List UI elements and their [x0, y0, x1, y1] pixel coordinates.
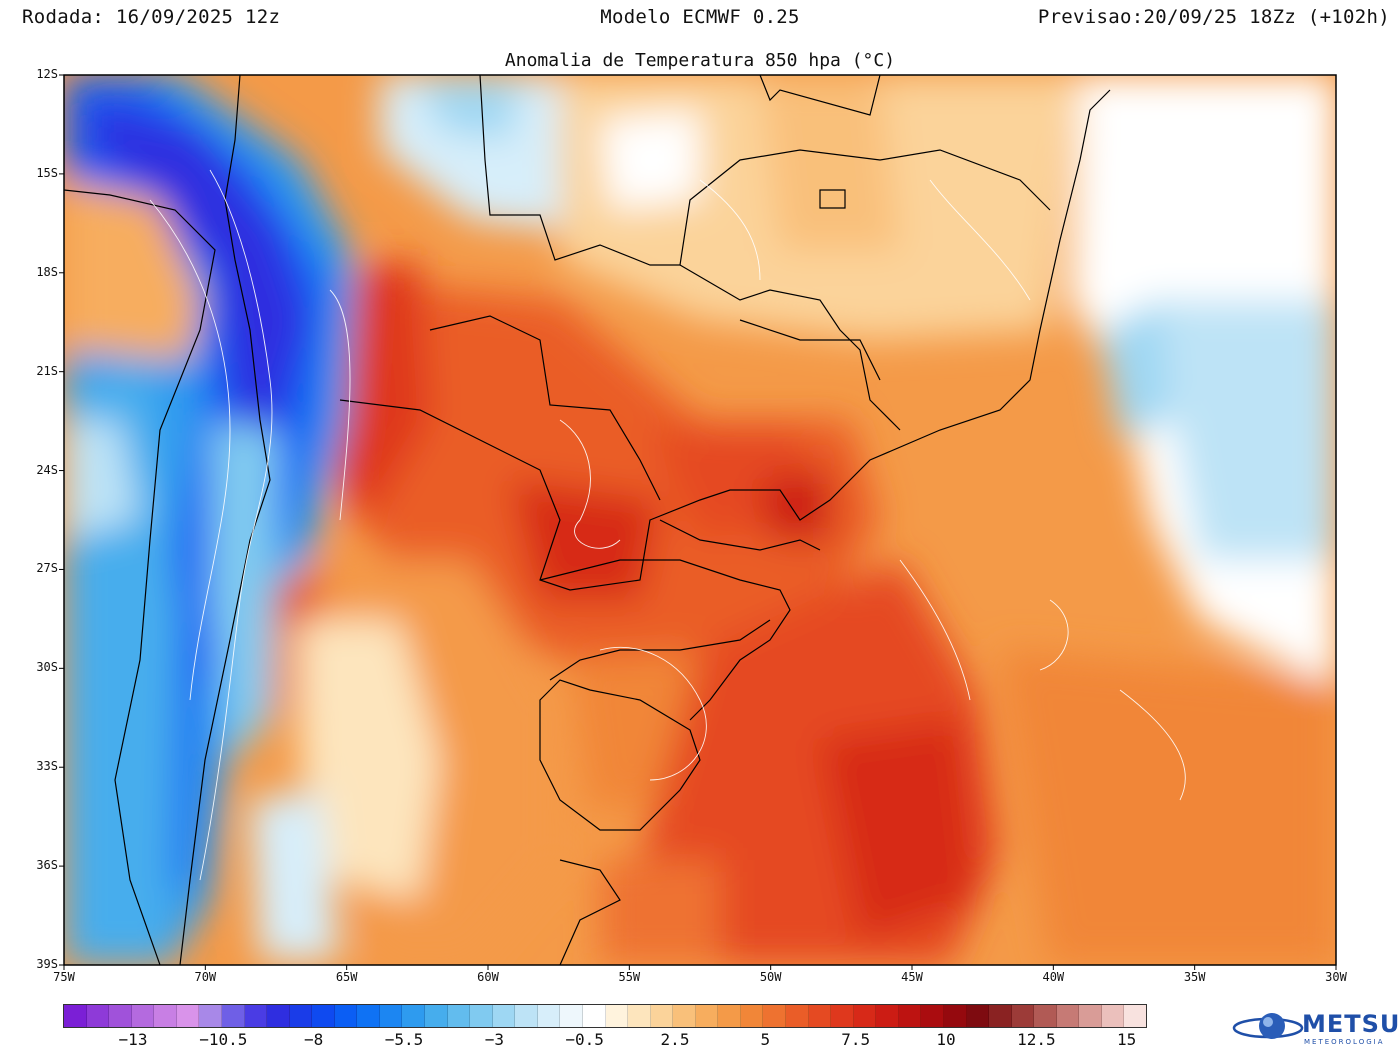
- colorbar: [63, 1004, 1147, 1028]
- colorbar-swatch: [515, 1005, 538, 1027]
- colorbar-swatch: [1056, 1005, 1080, 1027]
- colorbar-swatch: [312, 1005, 335, 1027]
- colorbar-label: 15: [1117, 1030, 1137, 1049]
- colorbar-label: −3: [484, 1030, 504, 1049]
- longitude-label: 75W: [53, 970, 75, 984]
- latitude-label: 21S: [36, 363, 58, 378]
- map-title: Anomalia de Temperatura 850 hpa (°C): [504, 50, 896, 71]
- colorbar-swatch: [64, 1005, 87, 1027]
- map-frame: [63, 74, 1337, 966]
- colorbar-label: −8: [304, 1030, 324, 1049]
- forecast-label: Previsao:20/09/25 18Zz (+102h): [1037, 6, 1390, 28]
- colorbar-swatch: [447, 1005, 471, 1027]
- colorbar-label: −10.5: [199, 1030, 248, 1049]
- longitude-label: 70W: [194, 970, 217, 984]
- latitude-label: 27S: [36, 561, 58, 576]
- longitude-label: 60W: [477, 970, 499, 984]
- colorbar-swatch: [921, 1005, 944, 1027]
- colorbar-swatch: [1011, 1005, 1035, 1027]
- colorbar-swatch: [537, 1005, 561, 1027]
- colorbar-swatch: [650, 1005, 674, 1027]
- anomaly-field: [64, 75, 1336, 965]
- colorbar-label: 7.5: [841, 1030, 871, 1049]
- metsul-logo: [1232, 1013, 1304, 1039]
- longitude-label: 45W: [901, 970, 923, 984]
- colorbar-swatch: [695, 1005, 719, 1027]
- colorbar-swatch: [1124, 1005, 1146, 1027]
- colorbar-swatch: [176, 1005, 200, 1027]
- colorbar-swatch: [221, 1005, 245, 1027]
- colorbar-swatch: [898, 1005, 922, 1027]
- colorbar-label: 12.5: [1017, 1030, 1056, 1049]
- colorbar-swatch: [289, 1005, 313, 1027]
- latitude-label: 12S: [36, 67, 58, 81]
- colorbar-swatch: [582, 1005, 606, 1027]
- logo-name: METSUL: [1302, 1010, 1400, 1038]
- colorbar-swatch: [154, 1005, 177, 1027]
- colorbar-swatch: [808, 1005, 832, 1027]
- colorbar-swatch: [109, 1005, 132, 1027]
- colorbar-swatch: [1079, 1005, 1102, 1027]
- longitude-label: 30W: [1325, 970, 1347, 984]
- colorbar-swatch: [1101, 1005, 1125, 1027]
- colorbar-swatch: [943, 1005, 967, 1027]
- colorbar-swatch: [470, 1005, 493, 1027]
- political-borders: [64, 75, 1111, 965]
- latitude-label: 39S: [36, 957, 58, 971]
- colorbar-swatch: [763, 1005, 786, 1027]
- longitude-label: 55W: [618, 970, 641, 984]
- colorbar-swatch: [244, 1005, 268, 1027]
- latitude-label: 30S: [36, 660, 58, 675]
- colorbar-swatch: [966, 1005, 990, 1027]
- colorbar-swatch: [199, 1005, 222, 1027]
- colorbar-swatch: [492, 1005, 516, 1027]
- run-label: Rodada: 16/09/2025 12z: [22, 6, 281, 28]
- anomaly-contours: [149, 169, 1186, 881]
- colorbar-swatch: [425, 1005, 448, 1027]
- colorbar-swatch: [718, 1005, 741, 1027]
- colorbar-swatch: [357, 1005, 380, 1027]
- colorbar-swatch: [267, 1005, 290, 1027]
- colorbar-swatch: [628, 1005, 651, 1027]
- latitude-label: 36S: [36, 858, 58, 873]
- model-label: Modelo ECMWF 0.25: [600, 6, 800, 28]
- colorbar-swatch: [560, 1005, 583, 1027]
- colorbar-swatch: [876, 1005, 899, 1027]
- colorbar-label: −13: [118, 1030, 148, 1049]
- colorbar-swatch: [131, 1005, 155, 1027]
- logo-subtitle: METEOROLOGIA: [1304, 1038, 1385, 1046]
- latitude-label: 33S: [36, 759, 58, 774]
- colorbar-swatch: [1034, 1005, 1057, 1027]
- colorbar-label: −5.5: [384, 1030, 424, 1049]
- colorbar-swatch: [86, 1005, 110, 1027]
- colorbar-swatch: [831, 1005, 854, 1027]
- colorbar-swatch: [989, 1005, 1012, 1027]
- colorbar-swatch: [402, 1005, 425, 1027]
- colorbar-swatch: [740, 1005, 764, 1027]
- longitude-label: 40W: [1042, 970, 1065, 984]
- colorbar-label: 5: [760, 1030, 771, 1049]
- longitude-label: 35W: [1183, 970, 1206, 984]
- latitude-label: 18S: [36, 264, 58, 279]
- latitude-label: 15S: [36, 165, 58, 180]
- latitude-label: 24S: [36, 462, 58, 477]
- colorbar-swatch: [605, 1005, 629, 1027]
- colorbar-swatch: [379, 1005, 403, 1027]
- longitude-label: 65W: [335, 970, 358, 984]
- colorbar-swatch: [786, 1005, 809, 1027]
- colorbar-swatch: [853, 1005, 877, 1027]
- colorbar-swatch: [334, 1005, 358, 1027]
- colorbar-label: 10: [936, 1030, 956, 1049]
- colorbar-label: 2.5: [660, 1030, 690, 1049]
- colorbar-swatch: [673, 1005, 696, 1027]
- longitude-label: 50W: [759, 970, 782, 984]
- colorbar-label: −0.5: [565, 1030, 604, 1049]
